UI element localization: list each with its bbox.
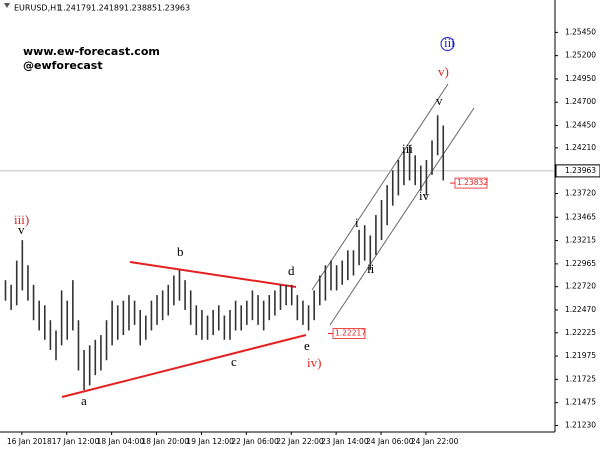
watermark: www.ew-forecast.com xyxy=(23,45,160,58)
y-tick-label: 1.22225 xyxy=(565,328,596,337)
wave-label: iii xyxy=(444,35,455,50)
wave-label: v xyxy=(18,222,25,237)
trend-line xyxy=(61,334,307,398)
y-tick-label: 1.23215 xyxy=(565,236,596,245)
channel-line xyxy=(311,83,449,291)
y-tick-label: 1.25450 xyxy=(565,27,596,36)
price-label: 1.22217 xyxy=(335,329,366,338)
y-tick-label: 1.21975 xyxy=(565,351,596,360)
y-tick-label: 1.23465 xyxy=(565,212,596,221)
trend-line xyxy=(129,261,297,288)
quote-value: 1.23885 xyxy=(124,4,157,13)
y-tick-label: 1.24950 xyxy=(565,74,596,83)
channel-line xyxy=(329,107,475,326)
wave-label: e xyxy=(304,338,310,353)
wave-label: v) xyxy=(438,64,449,79)
wave-label: d xyxy=(288,263,295,278)
x-tick-label: 22 Jan 06:00 xyxy=(231,437,279,446)
symbol: EURUSD,H1 xyxy=(14,4,61,13)
wave-circle xyxy=(440,37,455,51)
y-tick-label: 1.22965 xyxy=(565,259,596,268)
y-tick-label: 1.22720 xyxy=(565,282,596,291)
y-tick-label: 1.25200 xyxy=(565,51,596,60)
y-tick-label: 1.24210 xyxy=(565,143,596,152)
x-tick-label: 17 Jan 12:00 xyxy=(52,437,100,446)
y-tick-label: 1.24700 xyxy=(565,97,596,106)
quote-value: 1.24189 xyxy=(91,4,124,13)
wave-label: v xyxy=(436,93,443,108)
current-price-box xyxy=(555,164,600,178)
wave-label: iii xyxy=(402,141,413,156)
x-tick-label: 24 Jan 22:00 xyxy=(411,437,459,446)
wave-label: iv xyxy=(419,188,430,203)
y-tick-label: 1.21725 xyxy=(565,374,596,383)
y-tick-label: 1.21475 xyxy=(565,398,596,407)
quote-value: 1.23963 xyxy=(157,4,190,13)
x-tick-label: 23 Jan 14:00 xyxy=(321,437,369,446)
price-label-box xyxy=(454,177,488,189)
x-tick-label: 18 Jan 20:00 xyxy=(142,437,190,446)
quote-value: 1.24179 xyxy=(58,4,91,13)
price-label: 1.23832 xyxy=(457,178,488,187)
price-label-box xyxy=(332,328,366,339)
x-tick-label: 24 Jan 06:00 xyxy=(366,437,414,446)
wave-label: c xyxy=(231,354,237,369)
wave-label: iv) xyxy=(307,355,321,370)
y-tick-label: 1.23720 xyxy=(565,189,596,198)
wave-label: a xyxy=(81,393,87,408)
wave-label: ii xyxy=(367,261,375,276)
x-tick-label: 22 Jan 22:00 xyxy=(276,437,324,446)
wave-label: iii) xyxy=(14,212,29,227)
wave-label: b xyxy=(177,244,184,259)
x-tick-label: 16 Jan 2018 xyxy=(7,437,52,446)
watermark: @ewforecast xyxy=(23,59,103,72)
y-tick-label: 1.24450 xyxy=(565,121,596,130)
x-tick-label: 18 Jan 04:00 xyxy=(97,437,145,446)
y-tick-label: 1.22470 xyxy=(565,305,596,314)
y-tick-label: 1.21230 xyxy=(565,420,596,429)
current-price-label: 1.23963 xyxy=(565,166,596,175)
menu-icon[interactable] xyxy=(4,3,10,8)
wave-label: i xyxy=(355,215,359,230)
x-tick-label: 19 Jan 12:00 xyxy=(186,437,234,446)
